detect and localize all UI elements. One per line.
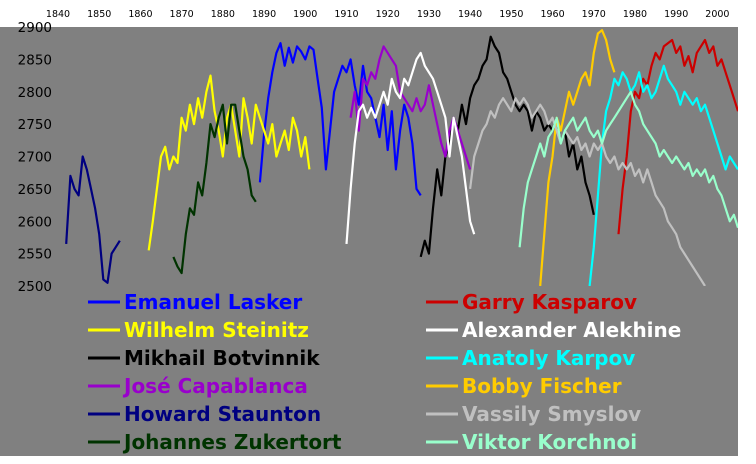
y-tick-label: 2600 — [18, 214, 52, 230]
y-tick-label: 2650 — [18, 182, 52, 198]
legend-label: Garry Kasparov — [462, 290, 637, 314]
x-tick-label: 1970 — [582, 9, 606, 20]
series-line — [172, 103, 257, 275]
series-line — [617, 38, 738, 235]
legend-label: Anatoly Karpov — [462, 346, 635, 370]
legend-label: José Capablanca — [122, 374, 308, 398]
x-tick-label: 2000 — [705, 9, 729, 20]
x-tick-label: 1900 — [293, 9, 317, 20]
series-line — [518, 90, 738, 248]
legend-label: Alexander Alekhine — [462, 318, 681, 342]
y-tick-label: 2800 — [18, 85, 52, 101]
x-tick-label: 1890 — [252, 9, 276, 20]
x-tick-label: 1950 — [499, 9, 523, 20]
series-line — [539, 29, 616, 286]
x-tick-label: 1980 — [623, 9, 647, 20]
series-lines — [65, 29, 738, 286]
legend: Emanuel Lasker Wilhelm Steinitz Mikhail Bo… — [88, 290, 681, 454]
series-line — [65, 155, 121, 284]
x-tick-label: 1840 — [46, 9, 70, 20]
legend-label: Emanuel Lasker — [124, 290, 302, 314]
legend-label: Howard Staunton — [124, 402, 321, 426]
legend-label: Johannes Zukertort — [122, 430, 342, 454]
x-tick-label: 1960 — [540, 9, 564, 20]
legend-label: Viktor Korchnoi — [462, 430, 637, 454]
series-line — [345, 51, 476, 244]
series-line — [147, 74, 311, 251]
x-tick-label: 1880 — [211, 9, 235, 20]
y-tick-label: 2850 — [18, 52, 52, 68]
y-tick-label: 2750 — [18, 117, 52, 133]
y-tick-label: 2900 — [18, 20, 52, 36]
series-line — [588, 64, 738, 286]
x-tick-label: 1860 — [128, 9, 152, 20]
y-axis: 2500 2550 2600 2650 2700 2750 2800 2850 2900 — [18, 20, 52, 295]
series-line — [469, 97, 706, 286]
series-line — [349, 45, 472, 170]
legend-label: Wilhelm Steinitz — [124, 318, 309, 342]
x-tick-label: 1850 — [87, 9, 111, 20]
x-tick-label: 1870 — [170, 9, 194, 20]
legend-label: Vassily Smyslov — [462, 402, 641, 426]
y-tick-label: 2700 — [18, 150, 52, 166]
plot-area — [0, 27, 738, 456]
x-tick-label: 1990 — [664, 9, 688, 20]
x-tick-label: 1920 — [376, 9, 400, 20]
y-tick-label: 2500 — [18, 279, 52, 295]
legend-label: Bobby Fischer — [462, 374, 622, 398]
x-tick-label: 1910 — [334, 9, 358, 20]
x-tick-label: 1930 — [417, 9, 441, 20]
series-line — [258, 42, 422, 196]
y-tick-label: 2550 — [18, 247, 52, 263]
legend-label: Mikhail Botvinnik — [124, 346, 320, 370]
x-tick-label: 1940 — [458, 9, 482, 20]
x-axis: 1840 1850 1860 1870 1880 1890 1900 1910 1920 1930… — [46, 9, 730, 20]
